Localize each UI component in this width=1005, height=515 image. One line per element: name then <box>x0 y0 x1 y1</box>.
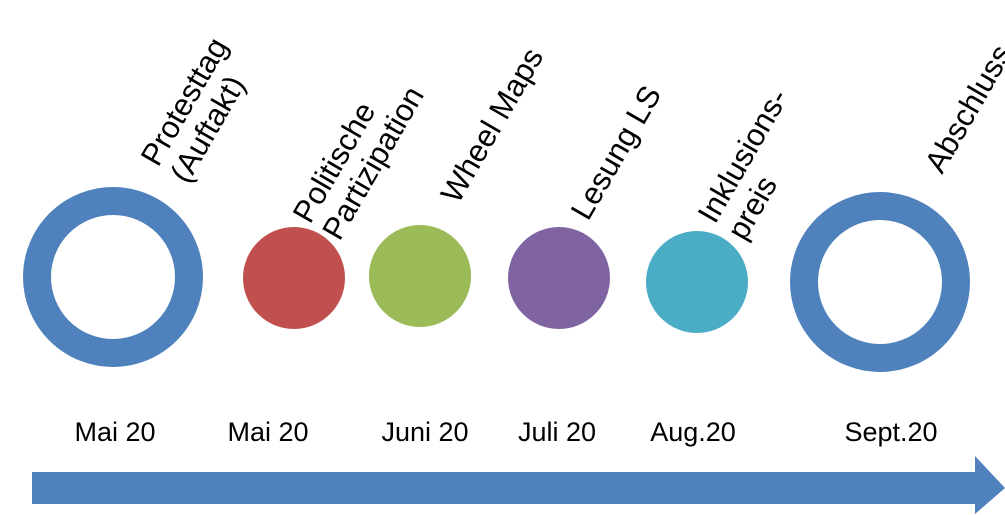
milestone-dot-3 <box>369 225 471 327</box>
milestone-label-1: Protesttag(Auftakt) <box>134 32 252 189</box>
milestone-date-2: Mai 20 <box>227 417 308 447</box>
milestone-date-5: Aug.20 <box>650 417 736 447</box>
milestone-date-4: Juli 20 <box>518 417 596 447</box>
milestone-ring-1 <box>23 187 203 367</box>
milestone-date-1: Mai 20 <box>74 417 155 447</box>
milestone-label-6: Abschluss <box>918 39 1005 179</box>
milestone-label-4: Lesung LS <box>564 80 668 226</box>
milestone-label-line1: Wheel Maps <box>434 42 550 209</box>
milestone-label-line1: Abschluss <box>918 39 1005 179</box>
milestone-dot-4 <box>508 227 610 329</box>
milestone-label-line1: Lesung LS <box>564 80 668 226</box>
milestone-date-6: Sept.20 <box>844 417 937 447</box>
milestone-label-3: Wheel Maps <box>434 42 550 209</box>
milestone-ring-6 <box>790 192 970 372</box>
milestone-label-5: Inklusions-preis <box>691 83 795 246</box>
milestone-markers <box>23 187 970 372</box>
timeline-arrow <box>32 456 1005 514</box>
milestone-dot-2 <box>243 227 345 329</box>
milestone-dot-5 <box>646 231 748 333</box>
milestone-dates: Mai 20 Mai 20 Juni 20 Juli 20 Aug.20 Sept.20 <box>74 417 937 447</box>
milestone-date-3: Juni 20 <box>381 417 468 447</box>
